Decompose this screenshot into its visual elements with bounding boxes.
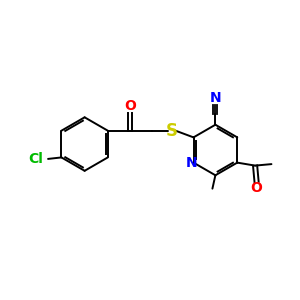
Text: O: O: [124, 99, 136, 113]
Text: N: N: [186, 156, 198, 170]
Text: S: S: [166, 122, 178, 140]
Text: N: N: [210, 91, 221, 105]
Text: O: O: [251, 182, 262, 196]
Text: Cl: Cl: [29, 152, 44, 166]
